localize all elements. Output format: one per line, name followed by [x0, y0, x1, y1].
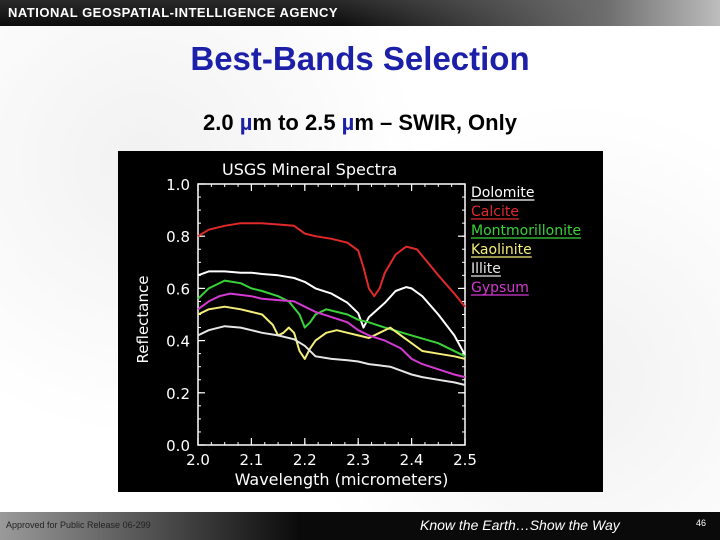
legend-label-illite: Illite — [471, 261, 501, 277]
tagline: Know the Earth…Show the Way — [420, 517, 620, 533]
x-tick-label: 2.2 — [293, 451, 317, 469]
legend-label-gypsum: Gypsum — [471, 280, 529, 296]
slide-subtitle: 2.0 µm to 2.5 µm – SWIR, Only — [0, 110, 720, 136]
x-tick-label: 2.3 — [346, 451, 370, 469]
series-line-montmorillonite — [197, 279, 466, 358]
y-tick-label: 0.8 — [166, 228, 190, 246]
header-swoosh — [340, 0, 720, 26]
subtitle-part-1: 2.0 — [203, 110, 240, 135]
y-tick-label: 0.6 — [166, 280, 190, 298]
micro-symbol-1: µ — [239, 110, 253, 135]
slide-title: Best-Bands Selection — [190, 40, 530, 77]
x-tick-label: 2.4 — [400, 451, 424, 469]
subtitle-part-2: m to 2.5 — [252, 110, 342, 135]
y-tick-label: 0.0 — [166, 437, 190, 455]
subtitle-part-3: m – SWIR, Only — [354, 110, 517, 135]
micro-symbol-2: µ — [341, 110, 355, 135]
y-tick-label: 0.2 — [166, 385, 190, 403]
footer-fade — [0, 512, 300, 540]
release-note: Approved for Public Release 06-299 — [6, 520, 151, 530]
legend-label-kaolinite: Kaolinite — [471, 242, 532, 258]
series-line-gypsum — [197, 292, 466, 379]
x-tick-label: 2.0 — [186, 451, 210, 469]
series-line-illite — [197, 325, 466, 386]
x-tick-label: 2.1 — [239, 451, 263, 469]
series-line-dolomite — [197, 270, 466, 356]
y-tick-label: 1.0 — [166, 176, 190, 194]
legend-label-calcite: Calcite — [471, 204, 519, 220]
agency-name: NATIONAL GEOSPATIAL-INTELLIGENCE AGENCY — [8, 5, 339, 20]
series-line-kaolinite — [197, 305, 466, 360]
legend-label-montmorillonite: Montmorillonite — [471, 223, 581, 239]
series-line-calcite — [197, 222, 466, 308]
mineral-spectra-chart: USGS Mineral Spectra 0.0 0.2 0.4 0.6 0.8 1.0 2.… — [118, 151, 603, 492]
x-tick-label: 2.5 — [453, 451, 477, 469]
y-tick-label: 0.4 — [166, 333, 190, 351]
footer-bar: Approved for Public Release 06-299 Know … — [0, 512, 720, 540]
page-number: 46 — [696, 518, 707, 528]
chart-title: USGS Mineral Spectra — [222, 160, 397, 179]
y-axis-label: Reflectance — [134, 276, 152, 364]
header-bar: NATIONAL GEOSPATIAL-INTELLIGENCE AGENCY — [0, 0, 720, 26]
x-axis-label: Wavelength (micrometers) — [235, 470, 449, 489]
legend-label-dolomite: Dolomite — [471, 185, 534, 201]
